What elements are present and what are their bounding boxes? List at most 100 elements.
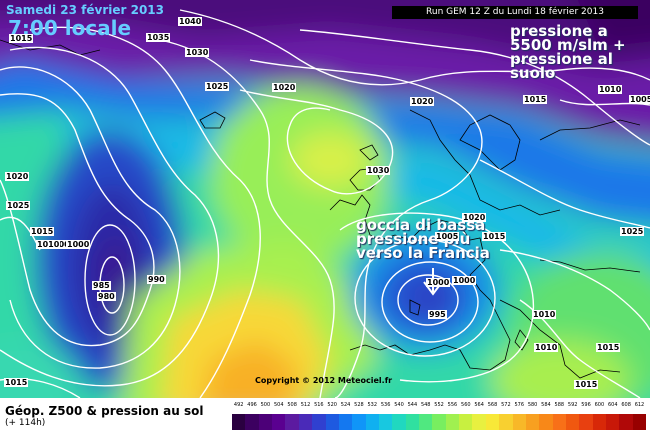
scale-label: 492 [233, 402, 244, 408]
scale-swatch [485, 414, 500, 430]
isobar-label: 1025 [620, 227, 645, 236]
scale-swatch [525, 414, 540, 430]
scale-label: 596 [581, 402, 591, 408]
scale-swatch [338, 414, 353, 430]
isobar-label: 1020 [410, 97, 435, 106]
annotation-pressure-levels: pressione a 5500 m/slm + pressione al su… [510, 22, 626, 82]
scale-label: 600 [594, 402, 605, 408]
scale-swatch [378, 414, 393, 430]
isobar-label: 1015 [523, 95, 548, 104]
scale-label: 556 [447, 402, 458, 408]
coastlines [0, 39, 641, 379]
scale-swatch [352, 414, 366, 430]
scale-label: 540 [394, 402, 404, 408]
scale-swatch [232, 414, 246, 430]
scale-label: 496 [247, 402, 257, 408]
isobar-label: 1020 [272, 83, 297, 92]
scale-swatch [592, 414, 607, 430]
isobar-label: 1000 [452, 276, 477, 285]
scale-label: 588 [554, 402, 565, 408]
scale-label: 568 [487, 402, 498, 408]
isobar-label: 1030 [366, 166, 391, 175]
scale-label: 560 [461, 402, 471, 408]
scale-swatch [325, 414, 339, 430]
annotation-line: 5500 m/slm + [510, 36, 626, 54]
isobar-label: 1005 [52, 240, 77, 249]
scale-label: 576 [514, 402, 524, 408]
scale-label: 516 [314, 402, 324, 408]
scale-label: 572 [501, 402, 511, 408]
isobar-label: 1005 [435, 232, 460, 241]
scale-label: 524 [340, 402, 351, 408]
scale-label: 604 [607, 402, 618, 408]
scale-label: 608 [621, 402, 631, 408]
scale-label: 564 [474, 402, 484, 408]
scale-label: 536 [380, 402, 391, 408]
annotation-cutoff-low: goccia di bassa pressione più verso la F… [356, 218, 490, 262]
scale-label: 552 [434, 402, 444, 408]
scale-label: 520 [327, 402, 337, 408]
isobar-label: 1005 [629, 95, 650, 104]
scale-swatch [405, 414, 420, 430]
scale-swatch [245, 414, 259, 430]
scale-swatch [258, 414, 273, 430]
annotation-line: suolo [510, 64, 556, 82]
scale-swatch [459, 414, 473, 430]
scale-label: 580 [527, 402, 538, 408]
isobar-label: 1035 [146, 33, 171, 42]
forecast-date: Samedi 23 février 2013 [6, 3, 164, 17]
copyright-text: Copyright © 2012 Meteociel.fr [255, 376, 393, 385]
isobar-label: 1040 [178, 17, 203, 26]
scale-swatch [365, 414, 379, 430]
isobar-label: 985 [92, 281, 111, 290]
scale-label: 508 [287, 402, 297, 408]
scale-swatch [499, 414, 513, 430]
scale-label: 512 [300, 402, 311, 408]
scale-swatch [579, 414, 593, 430]
isobar-label: 1020 [462, 213, 487, 222]
annotation-line: pressione al [510, 50, 613, 68]
isobar-label: 1025 [6, 201, 31, 210]
scale-label: 500 [260, 402, 271, 408]
scale-label: 612 [634, 402, 645, 408]
scale-swatch [445, 414, 460, 430]
model-run-label: Run GEM 12 Z du Lundi 18 février 2013 [392, 6, 638, 19]
isobar-label: 1000 [426, 278, 451, 287]
isobar-label: 1000 [66, 240, 91, 249]
scale-label: 532 [367, 402, 378, 408]
scale-swatch [298, 414, 313, 430]
scale-swatch [619, 414, 633, 430]
scale-swatch [512, 414, 526, 430]
forecast-lead-time: (+ 114h) [5, 418, 46, 428]
isobar-label: 1015 [30, 227, 55, 236]
color-scale-labels: 492 496 500 504 508 512 516 520 524 528 532 536 540 5… [232, 402, 646, 412]
scale-label: 528 [354, 402, 364, 408]
scale-label: 544 [407, 402, 418, 408]
isobar-label: 1015 [4, 378, 29, 387]
scale-label: 592 [567, 402, 578, 408]
scale-swatch [472, 414, 486, 430]
isobar-label: 1015 [596, 343, 621, 352]
color-scale-bar [232, 414, 647, 430]
annotation-line: verso la Francia [356, 244, 490, 262]
scale-swatch [312, 414, 326, 430]
scale-swatch [632, 414, 647, 430]
scale-swatch [539, 414, 553, 430]
isobar-label: 980 [97, 292, 116, 301]
map-title: Géop. Z500 & pression au sol [5, 404, 204, 418]
scale-swatch [272, 414, 286, 430]
isobar-label: 1015 [574, 380, 599, 389]
isobar-label: 1010 [532, 310, 557, 319]
scale-swatch [552, 414, 566, 430]
scale-swatch [285, 414, 299, 430]
weather-map: Samedi 23 février 2013 7:00 locale Run G… [0, 0, 650, 398]
isobar-label: 995 [428, 310, 447, 319]
scale-swatch [606, 414, 620, 430]
isobar-label: 990 [147, 275, 166, 284]
isobar-label: 1010 [534, 343, 559, 352]
scale-swatch [392, 414, 406, 430]
annotation-line: pressione a [510, 22, 608, 40]
scale-swatch [565, 414, 580, 430]
scale-label: 504 [273, 402, 284, 408]
isobar-label: 1010 [598, 85, 623, 94]
